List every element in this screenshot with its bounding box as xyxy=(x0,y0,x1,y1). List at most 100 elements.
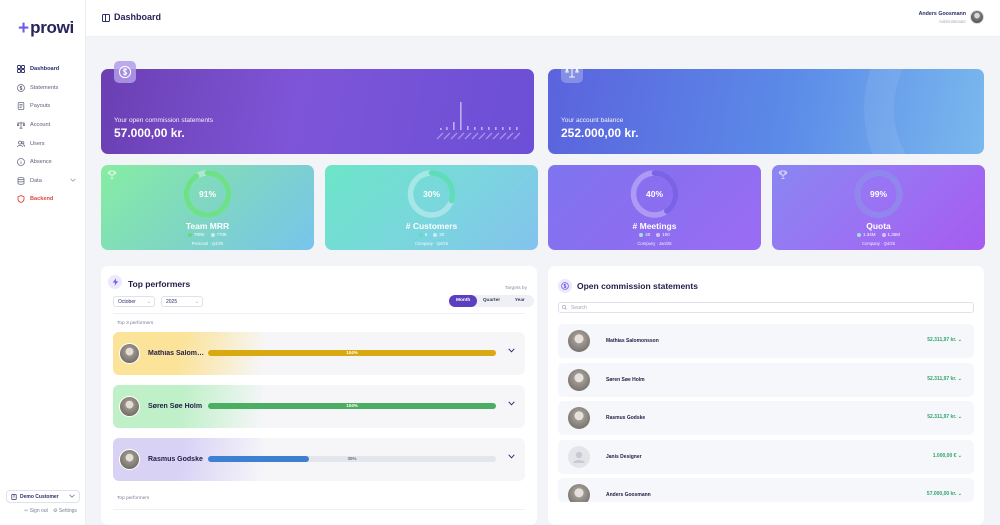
chevron-down-icon: ⌄ xyxy=(146,299,151,305)
progress-ring xyxy=(630,170,679,218)
legend-item: 770K xyxy=(210,232,227,237)
kpi-percent: 30% xyxy=(422,189,440,199)
kpi-card-customers[interactable]: 30% # Customers 6 20 Company · Q4/25 xyxy=(325,165,538,250)
page-title: Dashboard xyxy=(114,12,162,22)
dollar-icon xyxy=(558,279,572,293)
performer-row[interactable]: Søren Søe Holm 104% xyxy=(113,385,525,428)
sign-out-label: Sign out xyxy=(29,508,48,514)
statements-panel: Open commission statements Search Mathia… xyxy=(548,266,984,525)
avatar xyxy=(568,369,590,391)
kpi-percent: 40% xyxy=(645,189,663,199)
sidebar-toggle-icon[interactable] xyxy=(102,14,110,22)
progress-fill xyxy=(208,456,309,462)
chevron-down-icon[interactable] xyxy=(508,348,515,355)
kpi-legend: 1.34M 1.35M xyxy=(772,232,985,237)
dollar-badge-icon xyxy=(114,61,136,83)
search-input[interactable]: Search xyxy=(558,302,974,313)
sidebar-item-dashboard[interactable]: Dashboard xyxy=(16,60,76,79)
statement-row[interactable]: Søren Søe Holm 52.311,97 kr. ⌄ xyxy=(558,363,974,397)
logo-plus: + xyxy=(18,17,30,39)
statement-row[interactable]: Rasmus Godske 52.311,97 kr. ⌄ xyxy=(558,401,974,435)
sidebar-item-data[interactable]: Data xyxy=(16,172,76,191)
user-menu[interactable]: Anders Goosmann Administrator xyxy=(919,10,984,24)
progress-label: 104% xyxy=(346,403,358,408)
progress-ring xyxy=(854,170,903,218)
customer-select[interactable]: Demo Customer xyxy=(6,490,80,503)
statement-name: Janis Designer xyxy=(606,454,642,460)
kpi-scope: Company · Q4/25 xyxy=(414,241,449,246)
legend-value: 6 xyxy=(424,232,428,237)
avatar xyxy=(568,407,590,429)
kpi-card-team-mrr[interactable]: 91% Team MRR 700K 770K Personal · Q4/25 xyxy=(101,165,314,250)
sidebar-footer: ⇦ Sign out ⚙ Settings xyxy=(24,508,77,514)
top-header: Dashboard Anders Goosmann Administrator xyxy=(86,0,1000,37)
search-placeholder: Search xyxy=(571,305,587,311)
chevron-down-icon[interactable] xyxy=(508,401,515,408)
sidebar-item-users[interactable]: Users xyxy=(16,134,76,153)
balance-card[interactable]: Your account balance 252.000,00 kr. xyxy=(548,69,984,154)
progress-fill xyxy=(208,350,496,356)
gear-icon: ⚙ xyxy=(52,508,58,514)
statement-value: 1.000,00 € ⌄ xyxy=(932,453,962,459)
kpi-scope: Company · Jan/25 xyxy=(637,241,672,246)
statement-value: 52.311,97 kr. ⌄ xyxy=(927,414,962,420)
prowi-logo[interactable]: + prowi xyxy=(18,18,74,38)
settings-label: Settings xyxy=(58,508,77,514)
logo-word: prowi xyxy=(30,18,74,37)
info-icon xyxy=(16,158,25,167)
avatar[interactable] xyxy=(970,10,984,24)
kpi-card-meetings[interactable]: 40% # Meetings 40 100 Company · Jan/25 xyxy=(548,165,761,250)
top3-caption: Top 3 performers xyxy=(117,321,154,326)
statement-value: 52.311,97 kr. ⌄ xyxy=(927,337,962,343)
sidebar-item-absence[interactable]: Absence xyxy=(16,153,76,172)
search-icon xyxy=(562,305,567,312)
kpi-scope: Personal · Q4/25 xyxy=(191,241,224,246)
panel-title: Top performers xyxy=(128,279,191,289)
segment-quarter[interactable]: Quarter xyxy=(482,298,501,303)
avatar-placeholder-icon xyxy=(568,446,590,468)
progress-label: 35% xyxy=(347,456,357,461)
chevron-down-icon[interactable] xyxy=(508,454,515,461)
legend-item: 20 xyxy=(433,232,444,237)
avatar xyxy=(119,449,140,470)
commission-label: Your open commission statements xyxy=(114,117,214,124)
user-meta: Anders Goosmann Administrator xyxy=(919,11,966,24)
year-value: 2025 xyxy=(166,299,178,305)
users-icon xyxy=(16,139,25,148)
grid-icon xyxy=(16,65,25,74)
chevron-down-icon[interactable] xyxy=(70,178,76,184)
month-value: October xyxy=(118,299,136,305)
statement-row[interactable]: Anders Goosmann 57.000,00 kr. ⌄ xyxy=(558,478,974,502)
segment-year[interactable]: Year xyxy=(514,298,525,303)
receipt-icon xyxy=(16,102,25,111)
segment-month[interactable]: Month xyxy=(449,295,478,307)
month-select[interactable]: October ⌄ xyxy=(113,296,155,307)
year-select[interactable]: 2025 ⌄ xyxy=(161,296,203,307)
performer-row[interactable]: Mathias Salomo... 104% xyxy=(113,332,525,375)
progress-ring xyxy=(407,170,456,218)
statement-amount: 1.000,00 € xyxy=(932,453,957,459)
avatar xyxy=(568,330,590,352)
legend-value: 100 xyxy=(662,232,670,237)
sidebar-item-label: Dashboard xyxy=(30,66,60,73)
kpi-scope: Company · Q4/25 xyxy=(861,241,896,246)
sidebar-item-backend[interactable]: Backend xyxy=(16,190,76,209)
statement-row[interactable]: Mathias Salomonsson 52.311,97 kr. ⌄ xyxy=(558,324,974,358)
statement-row[interactable]: Janis Designer 1.000,00 € ⌄ xyxy=(558,440,974,474)
statement-name: Mathias Salomonsson xyxy=(606,338,659,344)
performer-row[interactable]: Rasmus Godske 35% xyxy=(113,438,525,481)
sidebar-nav: Dashboard Statements Payouts Account Use… xyxy=(16,60,76,209)
sidebar-item-statements[interactable]: Statements xyxy=(16,79,76,98)
progress-label: 104% xyxy=(346,350,358,355)
settings-link[interactable]: ⚙ Settings xyxy=(53,508,77,514)
sidebar-item-payouts[interactable]: Payouts xyxy=(16,97,76,116)
sign-out-link[interactable]: ⇦ Sign out xyxy=(24,508,48,514)
performer-name: Mathias Salomo... xyxy=(148,350,206,357)
kpi-legend: 700K 770K xyxy=(101,232,314,237)
trophy-icon xyxy=(107,170,117,179)
period-segmented-control: Month Quarter Year xyxy=(449,295,534,307)
commission-card[interactable]: Your open commission statements 57.000,0… xyxy=(101,61,534,154)
commission-sparkline xyxy=(436,102,521,140)
sidebar-item-account[interactable]: Account xyxy=(16,116,76,135)
kpi-card-quota[interactable]: 99% Quota 1.34M 1.35M Company · Q4/25 xyxy=(772,165,985,250)
